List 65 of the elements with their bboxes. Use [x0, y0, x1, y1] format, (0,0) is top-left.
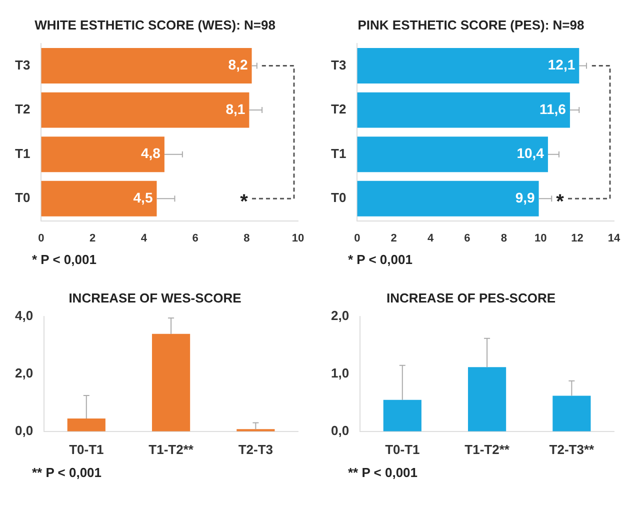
text: ** P < 0,001 [347, 464, 419, 480]
data-label: 10,4 [516, 145, 544, 162]
x-tick-label: T1-T2** [464, 442, 510, 457]
data-label: 8,2 [228, 56, 248, 73]
bar [383, 400, 422, 432]
x-tick-label: 6 [192, 232, 198, 244]
y-tick-label: 0,0 [330, 422, 350, 438]
y-tick-label: T3 [15, 57, 30, 72]
bar [468, 367, 506, 432]
text: * P < 0,001 [347, 251, 414, 267]
y-tick-label: T0 [15, 190, 30, 206]
y-tick-label: 4,0 [14, 308, 34, 324]
x-tick-label: 14 [608, 232, 621, 244]
chart-title: INCREASE OF PES-SCORE [386, 290, 556, 306]
x-tick-label: T2-T3 [238, 442, 274, 457]
y-tick-label: 2,0 [14, 366, 34, 381]
x-tick-label: 8 [244, 232, 250, 244]
bar [357, 48, 580, 84]
bar [357, 180, 539, 216]
bar [41, 92, 250, 128]
bar [41, 48, 252, 84]
annotation: * [556, 191, 564, 214]
y-tick-label: T0 [331, 190, 346, 206]
x-tick-label: T2-T3** [549, 442, 596, 457]
bar [152, 334, 190, 432]
data-label: 8,1 [226, 100, 246, 117]
annotation: * [240, 191, 248, 214]
x-tick-label: 10 [534, 232, 547, 244]
bar [552, 396, 591, 432]
x-tick-label: 10 [292, 232, 304, 244]
data-label: 12,1 [548, 56, 576, 73]
x-tick-label: T0-T1 [385, 442, 420, 457]
y-tick-label: T3 [331, 57, 346, 72]
data-label: 4,8 [140, 145, 161, 162]
x-tick-label: 2 [89, 232, 96, 244]
x-tick-label: 0 [38, 232, 44, 244]
chart-title: WHITE ESTHETIC SCORE (WES): N=98 [34, 17, 276, 32]
y-tick-label: 2,0 [330, 308, 350, 324]
bar [67, 418, 106, 432]
y-tick-label: 1,0 [330, 366, 350, 381]
x-tick-label: 4 [140, 232, 148, 244]
x-tick-label: 12 [571, 232, 584, 244]
data-label: 9,9 [515, 190, 535, 206]
data-label: 4,5 [133, 190, 153, 206]
text: * P < 0,001 [31, 251, 98, 267]
y-tick-label: 0,0 [14, 422, 34, 438]
y-tick-label: T2 [15, 102, 30, 117]
chart-title: INCREASE OF WES-SCORE [68, 290, 242, 306]
y-tick-label: T1 [15, 146, 30, 161]
text: ** P < 0,001 [31, 464, 103, 480]
data-label: 11,6 [539, 100, 566, 117]
bar [357, 136, 548, 172]
x-tick-label: 2 [390, 232, 397, 244]
bar [41, 180, 157, 216]
bar [357, 92, 570, 128]
x-tick-label: 6 [464, 232, 470, 244]
x-tick-label: T0-T1 [69, 442, 104, 457]
x-tick-label: 8 [500, 232, 507, 244]
y-tick-label: T2 [331, 102, 346, 117]
x-tick-label: T1-T2** [148, 442, 194, 457]
bar [41, 136, 164, 172]
x-tick-label: 4 [427, 232, 434, 244]
y-tick-label: T1 [331, 146, 346, 161]
chart-title: PINK ESTHETIC SCORE (PES): N=98 [358, 17, 584, 32]
x-tick-label: 0 [354, 232, 360, 244]
